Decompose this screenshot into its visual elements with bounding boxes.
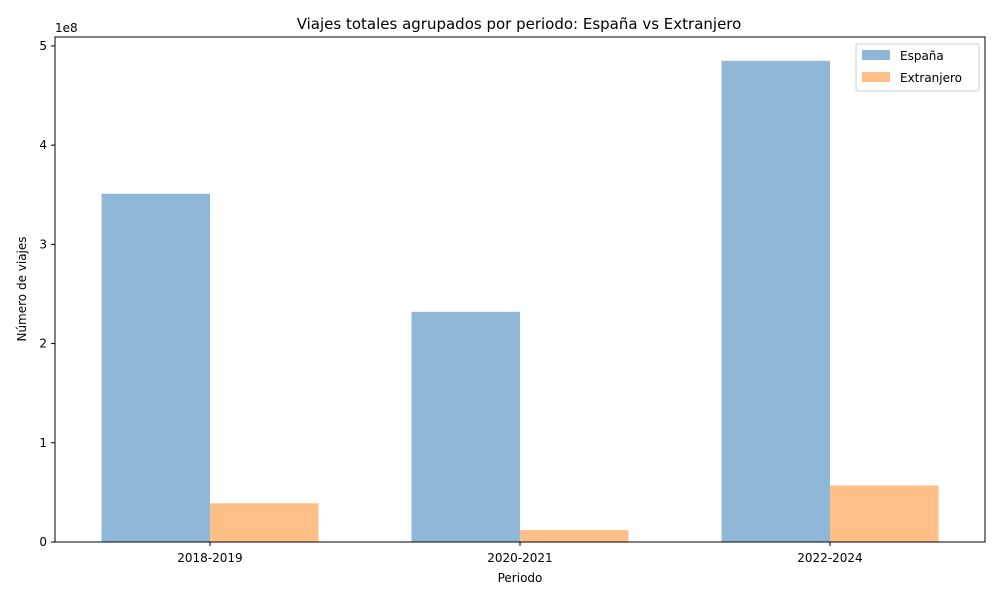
y-tick-label: 3	[39, 237, 47, 251]
bar-extranjero-2018-2019	[210, 503, 319, 542]
y-axis: 0 1 2 3 4 5	[39, 39, 55, 549]
x-axis-label: Periodo	[498, 571, 543, 585]
y-tick-label: 0	[39, 535, 47, 549]
legend-swatch-espana	[862, 50, 890, 60]
legend-label-espana: España	[900, 49, 944, 63]
bar-espana-2022-2024	[721, 60, 830, 542]
y-tick-label: 4	[39, 138, 47, 152]
y-tick-label: 1	[39, 436, 47, 450]
chart-title: Viajes totales agrupados por periodo: Es…	[297, 15, 742, 33]
y-tick-label: 2	[39, 337, 47, 351]
legend: España Extranjero	[855, 43, 980, 92]
legend-swatch-extranjero	[862, 72, 890, 82]
y-axis-label: Número de viajes	[15, 236, 29, 341]
y-tick-label: 5	[39, 39, 47, 53]
legend-label-extranjero: Extranjero	[900, 71, 962, 85]
bar-extranjero-2020-2021	[520, 530, 629, 542]
bar-extranjero-2022-2024	[830, 485, 939, 542]
bars-group	[101, 60, 939, 542]
x-tick-label: 2022-2024	[797, 551, 862, 565]
x-tick-label: 2018-2019	[177, 551, 242, 565]
bar-espana-2018-2019	[101, 193, 210, 542]
x-tick-label: 2020-2021	[487, 551, 552, 565]
x-axis: 2018-2019 2020-2021 2022-2024	[177, 542, 863, 565]
bar-espana-2020-2021	[411, 311, 520, 542]
y-axis-offset-label: 1e8	[55, 21, 78, 35]
